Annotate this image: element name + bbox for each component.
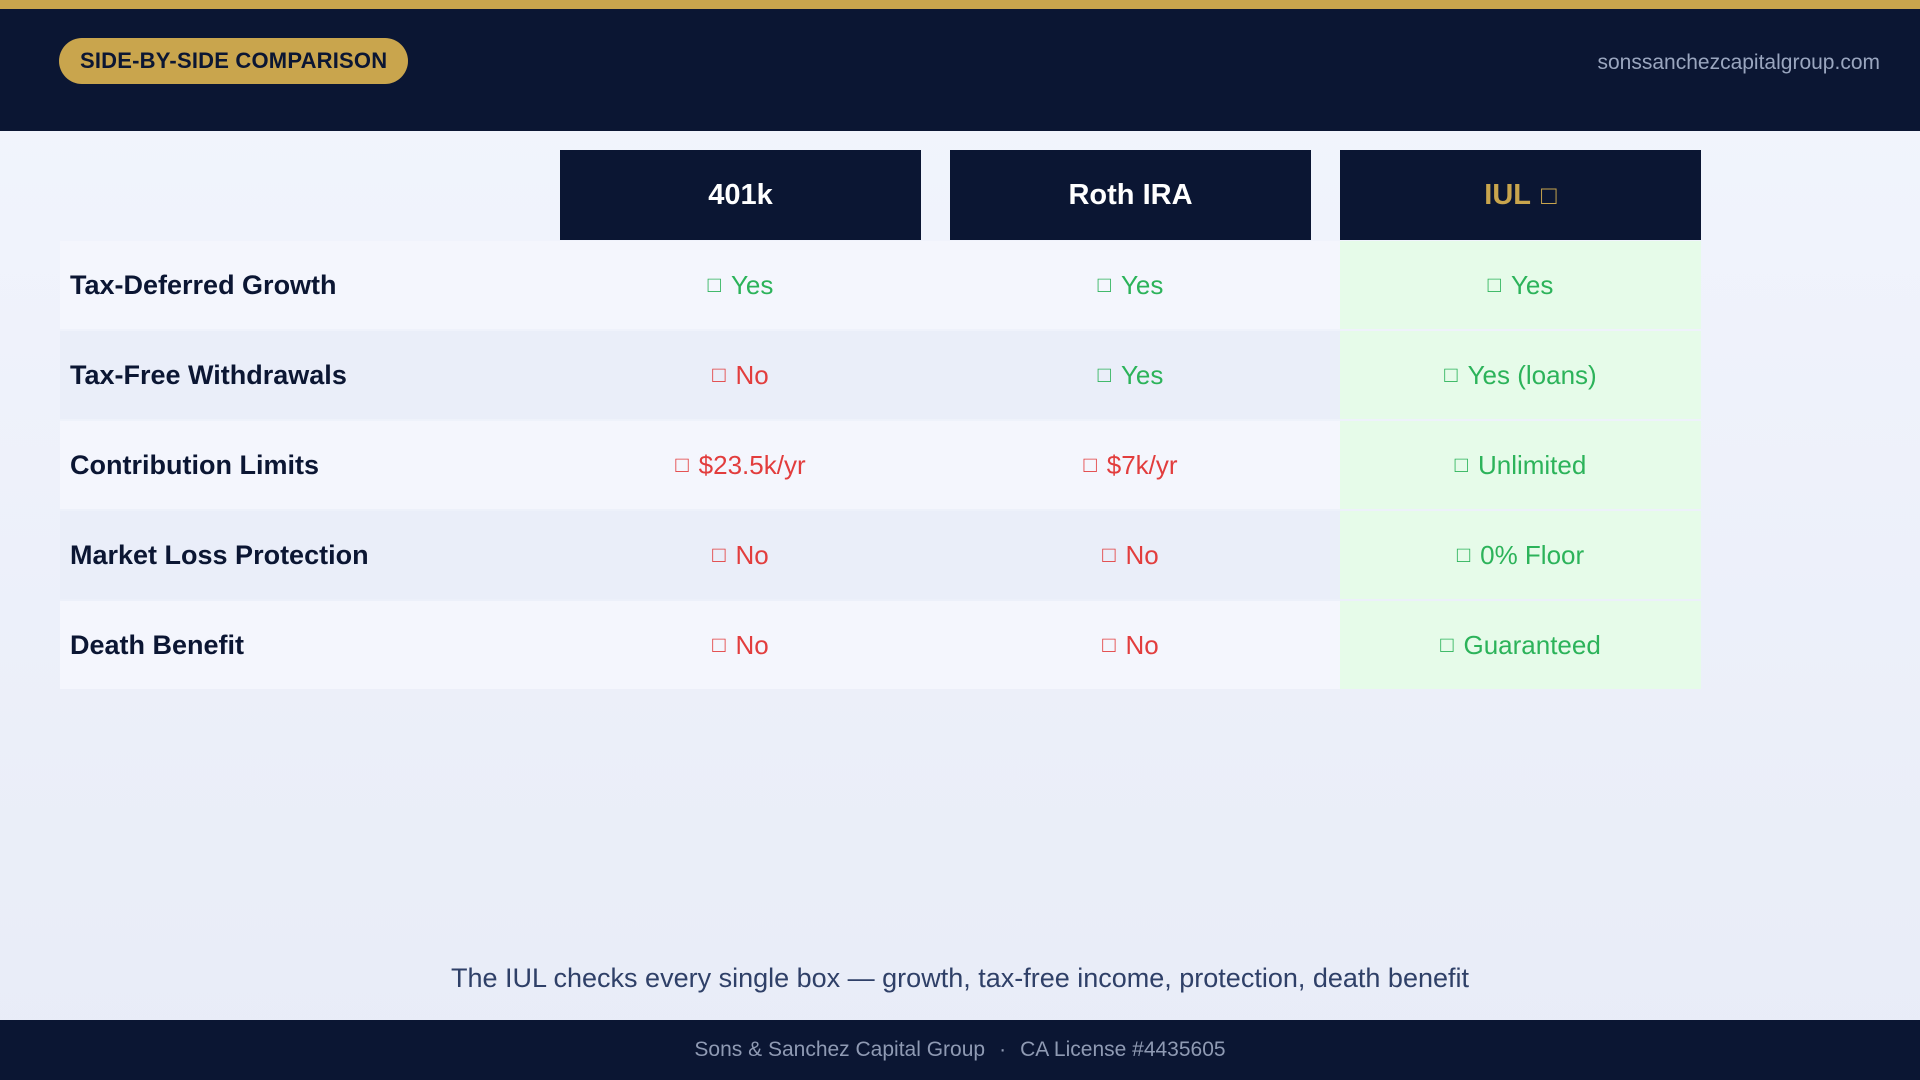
check-icon: □ [1456,542,1471,567]
cell-value: Yes [1120,359,1164,390]
table-cell: □ No [950,601,1311,689]
table-cell: □ No [560,331,921,419]
cell-value: Guaranteed [1463,629,1601,660]
check-icon: □ [1454,452,1468,477]
table-row: Contribution Limits □ $23.5k/yr □ $7k/yr □ Unl… [60,421,1701,509]
column-header-roth-ira: Roth IRA [950,150,1311,240]
column-header-label: 401k [708,178,773,211]
cell-value: Yes (loans) [1467,359,1597,390]
row-label: Market Loss Protection [70,540,369,570]
table-cell: □ $7k/yr [950,421,1311,509]
row-label: Contribution Limits [70,450,319,480]
table-cell: □ Yes [560,241,921,329]
cell-value: Yes [730,269,774,300]
row-label: Death Benefit [70,630,245,660]
cell-value: No [735,539,769,570]
check-icon: □ [1097,272,1111,297]
table-row: Tax-Deferred Growth □ Yes □ Yes □ Yes [60,241,1701,329]
column-header-401k: 401k [560,150,921,240]
check-icon: □ [707,272,721,297]
table-cell: □ Yes [1340,241,1701,329]
table-cell: □ 0% Floor [1340,511,1701,599]
cell-value: $7k/yr [1106,449,1178,480]
table-cell: □ No [560,511,921,599]
cell-value: Yes [1120,269,1164,300]
table-cell: □ $23.5k/yr [560,421,921,509]
cell-value: No [735,359,769,390]
column-header-iul: IUL □ [1340,150,1701,240]
column-header-label: IUL [1484,178,1531,211]
cross-icon: □ [1102,542,1116,567]
company-name: Sons & Sanchez Capital Group [694,1038,986,1061]
section-badge: SIDE-BY-SIDE COMPARISON [59,38,409,84]
cell-value: No [1125,539,1159,570]
cell-value: $23.5k/yr [698,449,806,480]
table-cell: □ Yes (loans) [1340,331,1701,419]
column-header-label: Roth IRA [1068,178,1193,211]
tagline: The IUL checks every single box — growth… [450,963,1469,993]
website-url: sonssanchezcapitalgroup.com [1597,51,1881,74]
star-icon: □ [1541,179,1557,210]
check-icon: □ [1097,362,1111,387]
row-label: Tax-Deferred Growth [70,270,337,300]
table-cell: □ No [950,511,1311,599]
cross-icon: □ [675,452,689,477]
table-cell: □ Guaranteed [1340,601,1701,689]
table-cell: □ Unlimited [1340,421,1701,509]
cross-icon: □ [712,632,726,657]
table-cell: □ Yes [950,241,1311,329]
cross-icon: □ [1102,632,1116,657]
row-label: Tax-Free Withdrawals [70,360,347,390]
cross-icon: □ [1083,452,1097,477]
header: SIDE-BY-SIDE COMPARISON sonssanchezcapit… [0,9,1920,131]
check-icon: □ [1487,272,1501,297]
accent-bar [0,0,1920,9]
table-row: Tax-Free Withdrawals □ No □ Yes □ Yes (loans) [60,331,1701,419]
license-number: CA License #4435605 [1020,1038,1226,1061]
cross-icon: □ [712,362,726,387]
cell-value: 0% Floor [1480,539,1585,570]
check-icon: □ [1444,362,1458,387]
cross-icon: □ [712,542,726,567]
footer: Sons & Sanchez Capital Group · CA Licens… [0,1020,1920,1080]
table-row: Market Loss Protection □ No □ No □ 0% Floor [60,511,1701,599]
cell-value: No [1125,629,1159,660]
check-icon: □ [1440,632,1454,657]
cell-value: Yes [1510,269,1554,300]
footer-separator: · [999,1038,1007,1061]
table-row: Death Benefit □ No □ No □ Guaranteed [60,601,1701,689]
cell-value: Unlimited [1477,449,1587,480]
table-cell: □ Yes [950,331,1311,419]
table-cell: □ No [560,601,921,689]
cell-value: No [735,629,769,660]
